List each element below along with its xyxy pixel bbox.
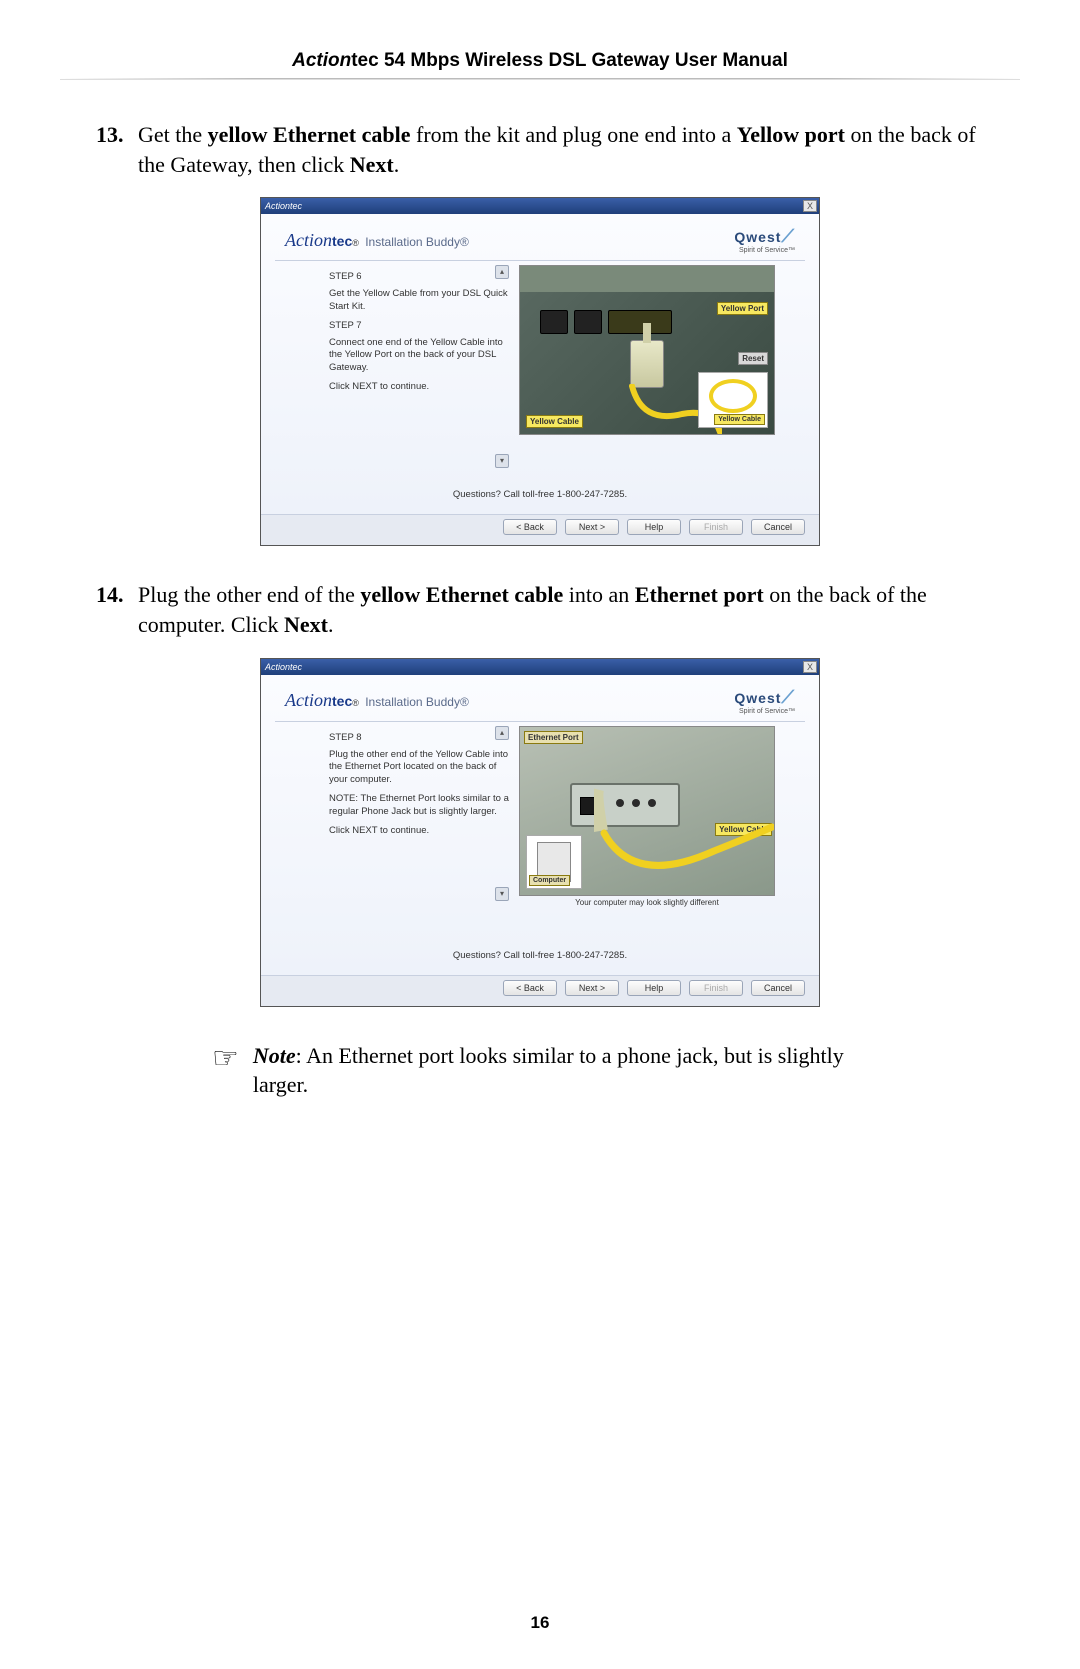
gateway-photo: Yellow Port Reset Yellow Cable Yellow Ca…	[519, 265, 775, 435]
dialog2-titlebar: Actiontec X	[261, 659, 819, 675]
rj45-plug-icon	[630, 340, 664, 388]
next-button[interactable]: Next >	[565, 519, 619, 535]
cable-coil-inset: Yellow Cable	[698, 372, 768, 428]
dialog1-titlebar-text: Actiontec	[265, 201, 302, 211]
header-rest: tec 54 Mbps Wireless DSL Gateway User Ma…	[351, 50, 788, 71]
installer-dialog-1: Actiontec X Actiontec® Installation Budd…	[260, 197, 820, 546]
computer-photo: Ethernet Port Yellow Cable	[519, 726, 775, 896]
finish-button: Finish	[689, 980, 743, 996]
dialog2-titlebar-text: Actiontec	[265, 662, 302, 672]
scroll-up-icon[interactable]: ▴	[495, 265, 509, 279]
close-icon[interactable]: X	[803, 661, 817, 673]
dialog1-button-row: < Back Next > Help Finish Cancel	[261, 514, 819, 545]
note-text: Note: An Ethernet port looks similar to …	[253, 1041, 900, 1100]
actiontec-logo: Actiontec® Installation Buddy®	[285, 690, 469, 711]
back-button[interactable]: < Back	[503, 980, 557, 996]
dialog1-titlebar: Actiontec X	[261, 198, 819, 214]
page-number: 16	[0, 1613, 1080, 1633]
dialog2-header: Actiontec® Installation Buddy® Qwest⟋ Sp…	[275, 683, 805, 722]
yellow-port-label: Yellow Port	[717, 302, 768, 315]
step-13-text: Get the yellow Ethernet cable from the k…	[138, 120, 984, 179]
header-brand-italic: Action	[292, 50, 351, 71]
help-button[interactable]: Help	[627, 519, 681, 535]
dialog1-image-area: Yellow Port Reset Yellow Cable Yellow Ca…	[519, 265, 775, 477]
dialog2-footer-text: Questions? Call toll-free 1-800-247-7285…	[275, 942, 805, 967]
actiontec-logo: Actiontec® Installation Buddy®	[285, 230, 469, 251]
step-14: 14. Plug the other end of the yellow Eth…	[90, 580, 990, 639]
pointing-hand-icon: ☞	[212, 1039, 239, 1100]
installer-dialog-2: Actiontec X Actiontec® Installation Budd…	[260, 658, 820, 1007]
step-14-text: Plug the other end of the yellow Etherne…	[138, 580, 984, 639]
computer-inset: Computer	[526, 835, 582, 889]
eth-port-label: Ethernet Port	[524, 731, 583, 744]
dialog1-footer-text: Questions? Call toll-free 1-800-247-7285…	[275, 481, 805, 506]
help-button[interactable]: Help	[627, 980, 681, 996]
scroll-up-icon[interactable]: ▴	[495, 726, 509, 740]
header-divider	[60, 78, 1020, 80]
step-13: 13. Get the yellow Ethernet cable from t…	[90, 120, 990, 179]
dialog1-instructions: ▴ STEP 6 Get the Yellow Cable from your …	[329, 265, 509, 477]
scroll-down-icon[interactable]: ▾	[495, 454, 509, 468]
cancel-button[interactable]: Cancel	[751, 519, 805, 535]
close-icon[interactable]: X	[803, 200, 817, 212]
cable-icon	[594, 787, 774, 896]
step-13-number: 13.	[96, 120, 138, 179]
dialog2-button-row: < Back Next > Help Finish Cancel	[261, 975, 819, 1006]
finish-button: Finish	[689, 519, 743, 535]
dialog1-header: Actiontec® Installation Buddy® Qwest⟋ Sp…	[275, 222, 805, 261]
dialog2-caption: Your computer may look slightly differen…	[519, 898, 775, 907]
dialog2-instructions: ▴ STEP 8 Plug the other end of the Yello…	[329, 726, 509, 938]
page-header: Actiontec 54 Mbps Wireless DSL Gateway U…	[90, 50, 990, 72]
back-button[interactable]: < Back	[503, 519, 557, 535]
cancel-button[interactable]: Cancel	[751, 980, 805, 996]
qwest-logo: Qwest⟋ Spirit of Service™	[734, 687, 795, 715]
qwest-logo: Qwest⟋ Spirit of Service™	[734, 226, 795, 254]
note-block: ☞ Note: An Ethernet port looks similar t…	[90, 1041, 990, 1100]
next-button[interactable]: Next >	[565, 980, 619, 996]
reset-label: Reset	[738, 352, 768, 365]
step-14-number: 14.	[96, 580, 138, 639]
scroll-down-icon[interactable]: ▾	[495, 887, 509, 901]
dialog2-image-area: Ethernet Port Yellow Cable	[519, 726, 775, 938]
yellow-cable-label: Yellow Cable	[526, 415, 583, 428]
